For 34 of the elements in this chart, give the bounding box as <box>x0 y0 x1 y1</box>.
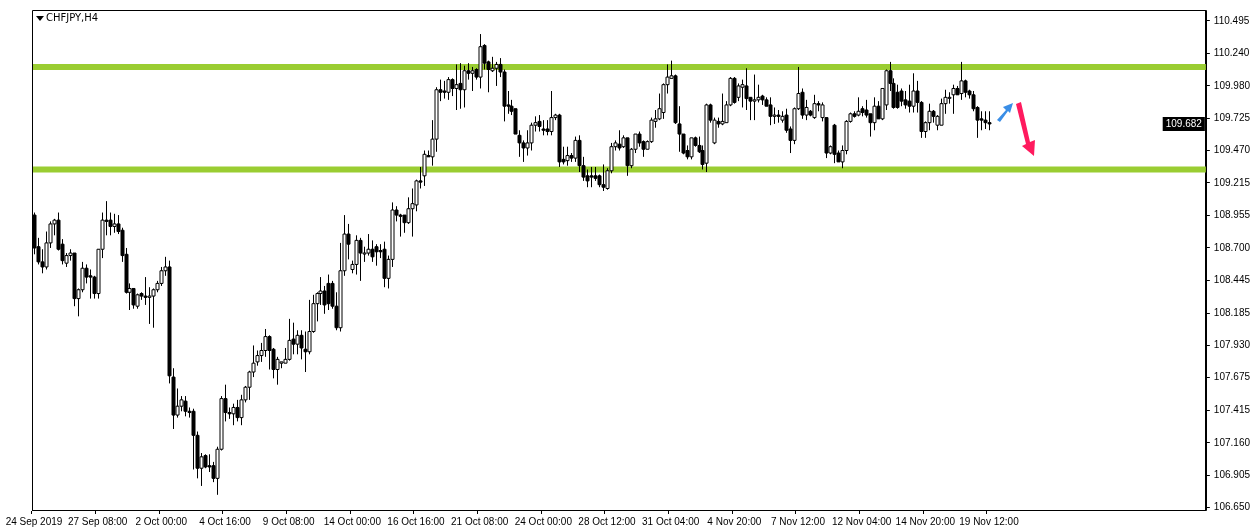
y-tick-label: 107.415 <box>1213 404 1251 416</box>
x-tick-label: 2 Oct 00:00 <box>135 515 188 527</box>
y-tick-label: 106.650 <box>1213 501 1251 513</box>
x-tick-label: 9 Oct 08:00 <box>262 515 315 527</box>
y-tick-label: 110.240 <box>1213 46 1250 58</box>
chart-title: CHFJPY,H4 <box>46 12 99 23</box>
y-tick-label: 109.215 <box>1213 176 1251 188</box>
y-tick-label: 108.700 <box>1213 241 1251 253</box>
x-tick-label: 28 Oct 12:00 <box>578 515 637 527</box>
x-tick-label: 4 Nov 20:00 <box>707 515 762 527</box>
y-tick-label: 106.905 <box>1213 468 1251 480</box>
y-tick-label: 109.470 <box>1213 144 1251 156</box>
y-tick-label: 109.725 <box>1213 111 1251 123</box>
y-tick-label: 108.445 <box>1213 274 1251 285</box>
x-tick-label: 24 Sep 2019 <box>5 515 63 527</box>
y-tick-label: 110.495 <box>1213 14 1250 26</box>
y-tick-label: 107.675 <box>1213 371 1251 383</box>
y-tick-label: 107.930 <box>1213 339 1251 351</box>
x-tick-label: 12 Nov 04:00 <box>831 515 892 527</box>
y-tick-label: 108.185 <box>1213 306 1251 318</box>
x-tick-label: 4 Oct 16:00 <box>199 515 252 527</box>
x-tick-label: 7 Nov 12:00 <box>771 515 826 527</box>
x-tick-label: 27 Sep 08:00 <box>67 515 128 527</box>
x-tick-label: 19 Nov 12:00 <box>959 515 1020 527</box>
annotation: 109.682 <box>1165 117 1203 129</box>
x-tick-label: 14 Nov 20:00 <box>895 515 956 527</box>
y-tick-label: 109.980 <box>1213 79 1251 91</box>
x-tick-label: 24 Oct 00:00 <box>514 515 573 527</box>
x-tick-label: 21 Oct 08:00 <box>451 515 509 527</box>
x-tick-label: 31 Oct 04:00 <box>642 515 700 527</box>
y-tick-label: 107.160 <box>1213 436 1251 448</box>
x-tick-label: 16 Oct 16:00 <box>387 515 446 527</box>
y-tick-label: 108.955 <box>1213 209 1251 221</box>
x-tick-label: 14 Oct 00:00 <box>323 515 382 527</box>
